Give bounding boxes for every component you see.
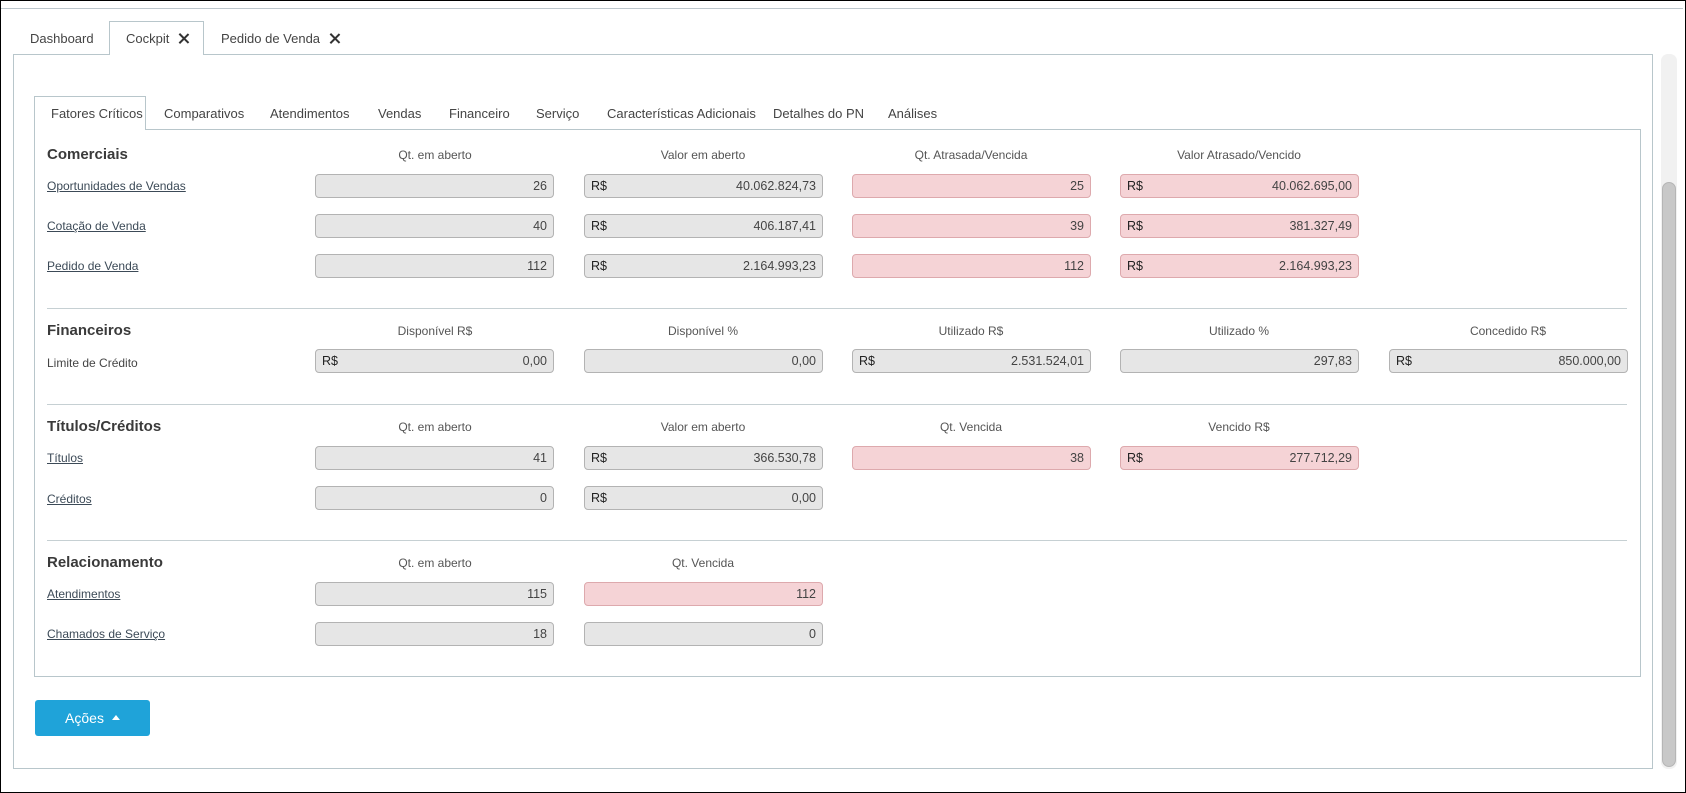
tab-financeiro[interactable]: Financeiro xyxy=(449,96,510,130)
field-qt-vencida: 112 xyxy=(584,582,823,606)
field-valor-em-aberto: R$ 366.530,78 xyxy=(584,446,823,470)
label-limite-de-credito: Limite de Crédito xyxy=(47,356,138,370)
tab-label: Fatores Críticos xyxy=(51,106,143,121)
acoes-button[interactable]: Ações xyxy=(35,700,150,736)
tab-comparativos[interactable]: Comparativos xyxy=(164,96,244,130)
field-qt-em-aberto: 41 xyxy=(315,446,554,470)
column-header: Concedido R$ xyxy=(1469,324,1547,338)
column-header: Qt. Atrasada/Vencida xyxy=(914,148,1028,162)
column-header: Qt. em aberto xyxy=(398,556,472,570)
tab-caracteristicas-adicionais[interactable]: Características Adicionais xyxy=(607,96,756,130)
field-qt-atrasada: 112 xyxy=(852,254,1091,278)
column-header: Valor Atrasado/Vencido xyxy=(1177,148,1301,162)
field-disponivel-pct: 0,00 xyxy=(584,349,823,373)
tab-label: Atendimentos xyxy=(270,105,350,121)
column-header: Utilizado R$ xyxy=(938,324,1004,338)
main-panel xyxy=(13,54,1653,769)
tab-label: Detalhes do PN xyxy=(773,105,865,121)
field-valor-atrasado: R$ 381.327,49 xyxy=(1120,214,1359,238)
link-chamados-de-servico[interactable]: Chamados de Serviço xyxy=(47,627,166,641)
tab-cockpit[interactable]: Cockpit xyxy=(109,21,204,55)
field-valor-em-aberto: R$ 2.164.993,23 xyxy=(584,254,823,278)
field-valor-em-aberto: R$ 40.062.824,73 xyxy=(584,174,823,198)
link-pedido-de-venda[interactable]: Pedido de Venda xyxy=(47,259,139,273)
column-header: Qt. em aberto xyxy=(398,148,472,162)
field-qt-em-aberto: 18 xyxy=(315,622,554,646)
field-disponivel-rs: R$ 0,00 xyxy=(315,349,554,373)
field-valor-atrasado: R$ 2.164.993,23 xyxy=(1120,254,1359,278)
field-utilizado-pct: 297,83 xyxy=(1120,349,1359,373)
section-divider xyxy=(47,404,1627,405)
field-valor-atrasado: R$ 40.062.695,00 xyxy=(1120,174,1359,198)
column-header: Qt. Vencida xyxy=(671,556,735,570)
field-qt-atrasada: 25 xyxy=(852,174,1091,198)
acoes-label: Ações xyxy=(65,710,104,726)
column-header: Vencido R$ xyxy=(1208,420,1270,434)
tab-label: Financeiro xyxy=(449,105,510,121)
column-header: Disponível % xyxy=(667,324,739,338)
field-vencido-rs: R$ 277.712,29 xyxy=(1120,446,1359,470)
column-header: Qt. em aberto xyxy=(398,420,472,434)
field-concedido-rs: R$ 850.000,00 xyxy=(1389,349,1628,373)
tab-fatores-criticos[interactable]: Fatores Críticos xyxy=(34,96,146,130)
section-title-financeiros: Financeiros xyxy=(47,322,132,339)
tab-vendas[interactable]: Vendas xyxy=(378,96,421,130)
tab-label: Serviço xyxy=(536,105,580,121)
field-valor-em-aberto: R$ 406.187,41 xyxy=(584,214,823,238)
section-title-titulos-creditos: Títulos/Créditos xyxy=(47,418,162,435)
column-header: Valor em aberto xyxy=(660,420,746,434)
tab-label: Dashboard xyxy=(30,30,94,46)
scrollbar-thumb[interactable] xyxy=(1662,182,1676,767)
section-title-relacionamento: Relacionamento xyxy=(47,554,163,571)
link-creditos[interactable]: Créditos xyxy=(47,492,92,506)
tab-pedido-de-venda[interactable]: Pedido de Venda xyxy=(221,21,340,55)
field-utilizado-rs: R$ 2.531.524,01 xyxy=(852,349,1091,373)
fatores-criticos-content xyxy=(34,129,1641,677)
tab-label: Vendas xyxy=(378,105,422,121)
section-divider xyxy=(47,308,1627,309)
column-header: Valor em aberto xyxy=(660,148,746,162)
close-icon[interactable] xyxy=(178,33,189,44)
tab-label: Características Adicionais xyxy=(607,105,756,121)
field-qt-vencida: 38 xyxy=(852,446,1091,470)
field-valor-em-aberto: R$ 0,00 xyxy=(584,486,823,510)
column-header: Utilizado % xyxy=(1208,324,1270,338)
tab-label: Pedido de Venda xyxy=(221,30,321,46)
tab-analises[interactable]: Análises xyxy=(888,96,937,130)
caret-up-icon xyxy=(111,714,120,720)
tab-dashboard[interactable]: Dashboard xyxy=(30,21,94,55)
link-atendimentos[interactable]: Atendimentos xyxy=(47,587,121,601)
tab-detalhes-do-pn[interactable]: Detalhes do PN xyxy=(773,96,864,130)
field-qt-vencida: 0 xyxy=(584,622,823,646)
field-qt-atrasada: 39 xyxy=(852,214,1091,238)
link-cotacao-de-venda[interactable]: Cotação de Venda xyxy=(47,219,146,233)
field-qt-em-aberto: 26 xyxy=(315,174,554,198)
tab-atendimentos[interactable]: Atendimentos xyxy=(270,96,350,130)
section-title-comerciais: Comerciais xyxy=(47,146,128,163)
link-titulos[interactable]: Títulos xyxy=(47,451,84,465)
top-divider xyxy=(1,8,1683,9)
section-divider xyxy=(47,540,1627,541)
link-oportunidades-de-vendas[interactable]: Oportunidades de Vendas xyxy=(47,179,186,193)
tab-label: Cockpit xyxy=(126,31,170,46)
column-header: Disponível R$ xyxy=(397,324,473,338)
column-header: Qt. Vencida xyxy=(939,420,1003,434)
close-icon[interactable] xyxy=(329,33,340,44)
field-qt-em-aberto: 0 xyxy=(315,486,554,510)
tab-label: Comparativos xyxy=(164,105,245,121)
tab-servico[interactable]: Serviço xyxy=(536,96,579,130)
field-qt-em-aberto: 112 xyxy=(315,254,554,278)
tab-label: Análises xyxy=(888,105,938,121)
field-qt-em-aberto: 40 xyxy=(315,214,554,238)
field-qt-em-aberto: 115 xyxy=(315,582,554,606)
